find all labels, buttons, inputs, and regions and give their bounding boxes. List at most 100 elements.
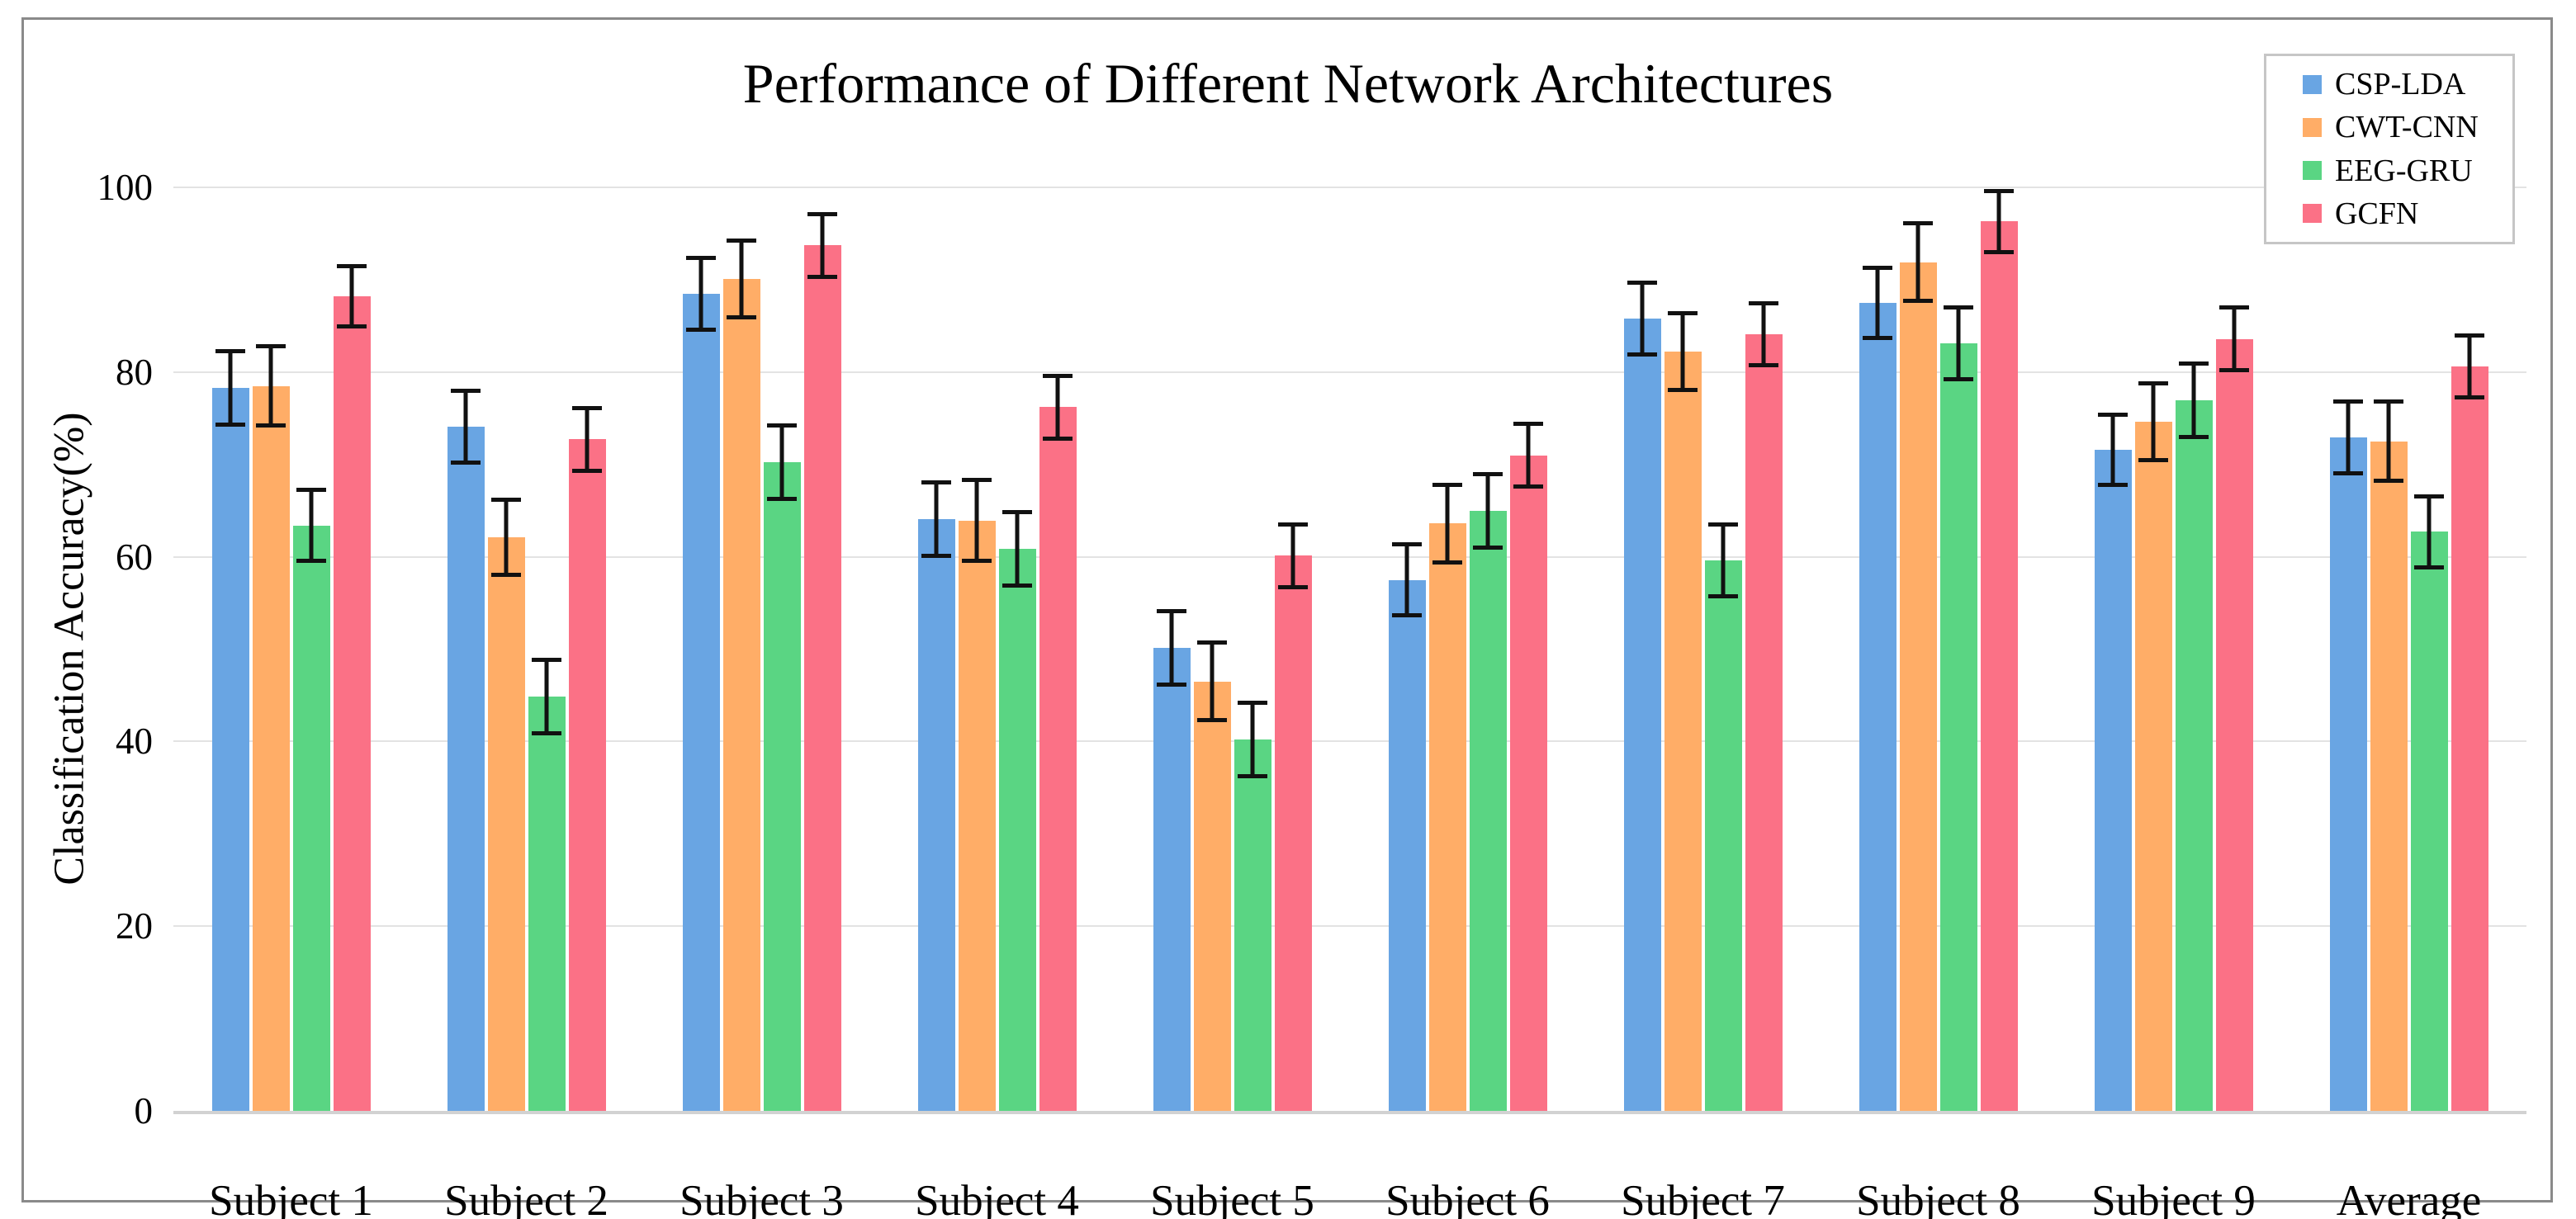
error-bar-cap-bottom xyxy=(1157,683,1186,687)
bar-cwt-cnn-1 xyxy=(252,385,290,1111)
bar-eeg-gru-4 xyxy=(998,548,1036,1111)
error-bar-cap-top xyxy=(2414,494,2444,498)
error-bar-cap-top xyxy=(2455,333,2484,338)
x-tick-label-9: Subject 9 xyxy=(2091,1177,2256,1219)
error-bar-line xyxy=(2191,361,2196,440)
error-bar-csp-lda-1 xyxy=(215,348,245,427)
gridline-y-40 xyxy=(173,740,2526,743)
legend-swatch-eeg-gru xyxy=(2303,161,2322,181)
bar-csp-lda-3 xyxy=(682,293,720,1111)
bar-gcfn-4 xyxy=(1039,407,1077,1111)
bar-gcfn-5 xyxy=(1274,555,1312,1111)
x-tick-label-5: Subject 5 xyxy=(1150,1177,1314,1219)
error-bar-cap-bottom xyxy=(1197,717,1227,722)
error-bar-cap-bottom xyxy=(686,327,716,332)
error-bar-line xyxy=(1055,374,1060,441)
bar-csp-lda-8 xyxy=(1859,302,1896,1111)
error-bar-line xyxy=(1445,483,1450,565)
legend-item-eeg-gru: EEG-GRU xyxy=(2303,155,2512,187)
legend-item-csp-lda: CSP-LDA xyxy=(2303,69,2512,100)
error-bar-cwt-cnn-4 xyxy=(962,478,992,564)
error-bar-cwt-cnn-1 xyxy=(256,344,286,428)
gridline-y-100 xyxy=(173,187,2526,188)
error-bar-cap-top xyxy=(215,348,245,353)
bar-gcfn-2 xyxy=(568,439,606,1111)
error-bar-cap-top xyxy=(1984,189,2014,194)
legend-label: EEG-GRU xyxy=(2335,153,2473,188)
bar-cwt-cnn-4 xyxy=(958,520,996,1111)
error-bar-line xyxy=(1680,310,1685,393)
error-bar-line xyxy=(504,497,509,578)
error-bar-cap-top xyxy=(767,423,797,428)
error-bar-cwt-cnn-3 xyxy=(727,238,756,319)
error-bar-csp-lda-7 xyxy=(1627,281,1657,357)
error-bar-line xyxy=(1169,609,1174,687)
error-bar-eeg-gru-1 xyxy=(296,487,326,564)
error-bar-csp-lda-5 xyxy=(1157,609,1186,687)
error-bar-gcfn-9 xyxy=(2219,305,2249,372)
bar-csp-lda-9 xyxy=(2094,449,2132,1111)
error-bar-cap-top xyxy=(686,255,716,260)
x-axis-line xyxy=(173,1111,2526,1114)
error-bar-line xyxy=(268,344,273,428)
chart-title: Performance of Different Network Archite… xyxy=(742,52,1834,115)
error-bar-line xyxy=(1875,266,1880,340)
legend-item-gcfn: GCFN xyxy=(2303,198,2512,229)
y-tick-label: 0 xyxy=(134,1090,154,1132)
error-bar-eeg-gru-9 xyxy=(2179,361,2209,440)
error-bar-cap-bottom xyxy=(1238,774,1267,779)
error-bar-line xyxy=(2467,333,2472,400)
bar-eeg-gru-2 xyxy=(528,696,566,1111)
error-bar-line xyxy=(1640,281,1645,357)
error-bar-line xyxy=(2427,494,2432,570)
error-bar-cap-bottom xyxy=(572,468,602,473)
y-tick-label: 100 xyxy=(97,167,154,208)
error-bar-line xyxy=(585,406,590,473)
error-bar-line xyxy=(974,478,979,564)
error-bar-cap-top xyxy=(807,212,837,217)
y-tick-label: 40 xyxy=(116,721,153,763)
error-bar-eeg-gru-5 xyxy=(1238,701,1267,779)
error-bar-csp-lda-8 xyxy=(1863,266,1892,340)
gridline-y-60 xyxy=(173,555,2526,558)
error-bar-cwt-cnn-2 xyxy=(491,497,521,578)
error-bar-cwt-cnn-10 xyxy=(2374,399,2403,484)
error-bar-cap-bottom xyxy=(807,274,837,279)
error-bar-line xyxy=(2232,305,2237,372)
error-bar-line xyxy=(544,657,549,735)
error-bar-cap-bottom xyxy=(2414,565,2444,570)
error-bar-cap-bottom xyxy=(2179,435,2209,440)
error-bar-cap-bottom xyxy=(2455,395,2484,400)
y-tick-label: 20 xyxy=(116,905,153,947)
legend-swatch-gcfn xyxy=(2303,204,2322,224)
x-tick-label-1: Subject 1 xyxy=(209,1177,373,1219)
legend-label: CWT-CNN xyxy=(2335,110,2479,145)
error-bar-cap-top xyxy=(1944,305,1973,310)
error-bar-csp-lda-6 xyxy=(1392,541,1422,618)
error-bar-cap-bottom xyxy=(1002,583,1032,588)
bar-csp-lda-1 xyxy=(211,387,249,1111)
error-bar-cap-top xyxy=(532,657,561,662)
error-bar-cap-top xyxy=(2333,399,2363,404)
bar-gcfn-6 xyxy=(1509,455,1547,1111)
bar-eeg-gru-9 xyxy=(2175,400,2213,1111)
error-bar-cap-top xyxy=(1627,281,1657,286)
error-bar-cap-bottom xyxy=(451,460,481,465)
y-tick-label: 80 xyxy=(116,351,153,393)
error-bar-cap-bottom xyxy=(727,315,756,319)
error-bar-cap-bottom xyxy=(1043,436,1073,441)
error-bar-cap-bottom xyxy=(337,324,367,329)
error-bar-line xyxy=(739,238,744,319)
x-tick-label-3: Subject 3 xyxy=(680,1177,844,1219)
legend: CSP-LDA CWT-CNN EEG-GRU GCFN xyxy=(2264,54,2515,244)
error-bar-cap-bottom xyxy=(2333,471,2363,476)
bar-gcfn-10 xyxy=(2451,366,2488,1111)
error-bar-csp-lda-2 xyxy=(451,388,481,465)
error-bar-cap-top xyxy=(1708,522,1738,527)
x-tick-label-7: Subject 7 xyxy=(1621,1177,1785,1219)
error-bar-cwt-cnn-6 xyxy=(1432,483,1462,565)
bar-gcfn-9 xyxy=(2215,338,2253,1111)
bar-csp-lda-4 xyxy=(917,518,955,1111)
error-bar-cap-top xyxy=(337,263,367,268)
x-tick-label-8: Subject 8 xyxy=(1856,1177,2020,1219)
